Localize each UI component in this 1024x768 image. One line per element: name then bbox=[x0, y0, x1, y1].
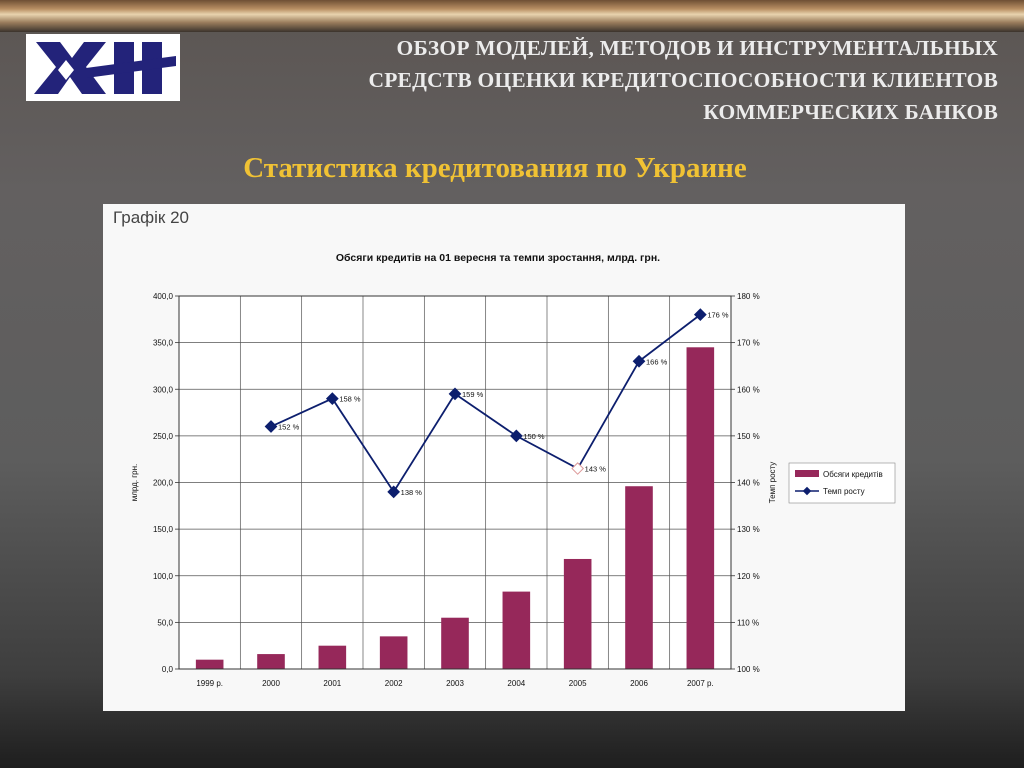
y-tick-label-right: 150 % bbox=[737, 432, 760, 441]
line-point bbox=[325, 392, 339, 405]
line-point bbox=[264, 420, 278, 433]
slide-subtitle: Статистика кредитования по Украине bbox=[243, 152, 747, 184]
line-point bbox=[693, 308, 707, 322]
x-tick-label: 2004 bbox=[507, 679, 525, 688]
x-tick-label: 2002 bbox=[385, 679, 403, 688]
line-path bbox=[270, 313, 701, 494]
y-tick-label-left: 250,0 bbox=[153, 432, 174, 441]
bar bbox=[195, 659, 224, 669]
bar bbox=[563, 558, 592, 669]
point-label: 138 % bbox=[401, 488, 423, 497]
xai-logo-icon bbox=[34, 42, 176, 94]
point-label: 152 % bbox=[278, 423, 300, 432]
y-tick-label-right: 160 % bbox=[737, 385, 760, 394]
bar-series bbox=[195, 347, 715, 669]
x-tick-label: 2005 bbox=[569, 679, 587, 688]
chart-title: Обсяги кредитів на 01 вересня та темпи з… bbox=[336, 252, 660, 264]
bar bbox=[318, 645, 347, 669]
x-tick-label: 2006 bbox=[630, 679, 648, 688]
y-tick-label-right: 170 % bbox=[737, 339, 760, 348]
legend-label-bars: Обсяги кредитів bbox=[823, 470, 883, 479]
x-tick-label: 2001 bbox=[323, 679, 341, 688]
bar bbox=[625, 486, 653, 669]
bar bbox=[502, 591, 531, 669]
y-tick-label-left: 400,0 bbox=[153, 292, 174, 301]
bar bbox=[257, 654, 285, 669]
x-tick-label: 2003 bbox=[446, 679, 464, 688]
y-axis-title-right: Темп росту bbox=[768, 462, 777, 504]
y-tick-label-right: 110 % bbox=[737, 618, 759, 627]
y-tick-label-right: 140 % bbox=[737, 479, 760, 488]
line-series: 152 % 158 % 138 % 159 % 150 % 143 % 166 % 176 % bbox=[264, 308, 729, 499]
point-label: 176 % bbox=[707, 311, 729, 320]
legend-line-marker bbox=[802, 486, 812, 496]
point-label: 158 % bbox=[339, 395, 361, 404]
point-label: 150 % bbox=[523, 432, 545, 441]
y-tick-label-left: 0,0 bbox=[162, 665, 174, 674]
point-label: 159 % bbox=[462, 390, 484, 399]
x-tick-label: 1999 р. bbox=[196, 679, 223, 688]
x-tick-label: 2007 р. bbox=[687, 679, 714, 688]
y-tick-label-left: 350,0 bbox=[153, 339, 174, 348]
plot-border bbox=[178, 295, 732, 670]
y-tick-label-right: 100 % bbox=[737, 665, 760, 674]
chart-axes: 0,0 100 % 50,0 110 % 100,0 120 % 150,0 130 % 200… bbox=[153, 292, 760, 688]
line-point bbox=[448, 387, 462, 401]
bar bbox=[379, 636, 408, 669]
title-line: КОММЕРЧЕСКИХ БАНКОВ bbox=[703, 100, 998, 124]
chart-legend: Обсяги кредитів Темп росту bbox=[788, 462, 896, 504]
y-tick-label-right: 120 % bbox=[737, 572, 760, 581]
line-point bbox=[571, 462, 585, 475]
bar bbox=[686, 347, 715, 669]
slide-title: ОБЗОР МОДЕЛЕЙ, МЕТОДОВ И ИНСТРУМЕНТАЛЬНЫ… bbox=[220, 32, 998, 128]
y-tick-label-right: 130 % bbox=[737, 525, 760, 534]
legend-box bbox=[788, 462, 896, 504]
top-decor-strip bbox=[0, 0, 1024, 32]
y-tick-label-left: 300,0 bbox=[153, 385, 174, 394]
figure-label: Графік 20 bbox=[113, 208, 189, 227]
point-label: 166 % bbox=[646, 357, 668, 366]
y-tick-label-right: 180 % bbox=[737, 292, 760, 301]
y-tick-label-left: 50,0 bbox=[157, 618, 173, 627]
bar bbox=[441, 617, 469, 669]
legend-label-line: Темп росту bbox=[823, 487, 865, 496]
y-axis-title-left: млрд. грн. bbox=[130, 464, 139, 502]
x-tick-label: 2000 bbox=[262, 679, 280, 688]
legend-bar-swatch bbox=[795, 470, 819, 477]
combo-chart: Графік 20 Обсяги кредитів на 01 вересня … bbox=[113, 208, 896, 688]
line-point bbox=[509, 429, 523, 443]
y-tick-label-left: 200,0 bbox=[153, 479, 174, 488]
line-point bbox=[632, 354, 646, 368]
logo bbox=[26, 34, 180, 101]
y-tick-label-left: 100,0 bbox=[153, 572, 174, 581]
y-tick-label-left: 150,0 bbox=[153, 525, 174, 534]
title-line: СРЕДСТВ ОЦЕНКИ КРЕДИТОСПОСОБНОСТИ КЛИЕНТ… bbox=[368, 68, 998, 92]
title-line: ОБЗОР МОДЕЛЕЙ, МЕТОДОВ И ИНСТРУМЕНТАЛЬНЫ… bbox=[396, 36, 998, 60]
chart-panel: Графік 20 Обсяги кредитів на 01 вересня … bbox=[103, 204, 905, 711]
line-point bbox=[387, 485, 401, 499]
point-label: 143 % bbox=[585, 465, 607, 474]
